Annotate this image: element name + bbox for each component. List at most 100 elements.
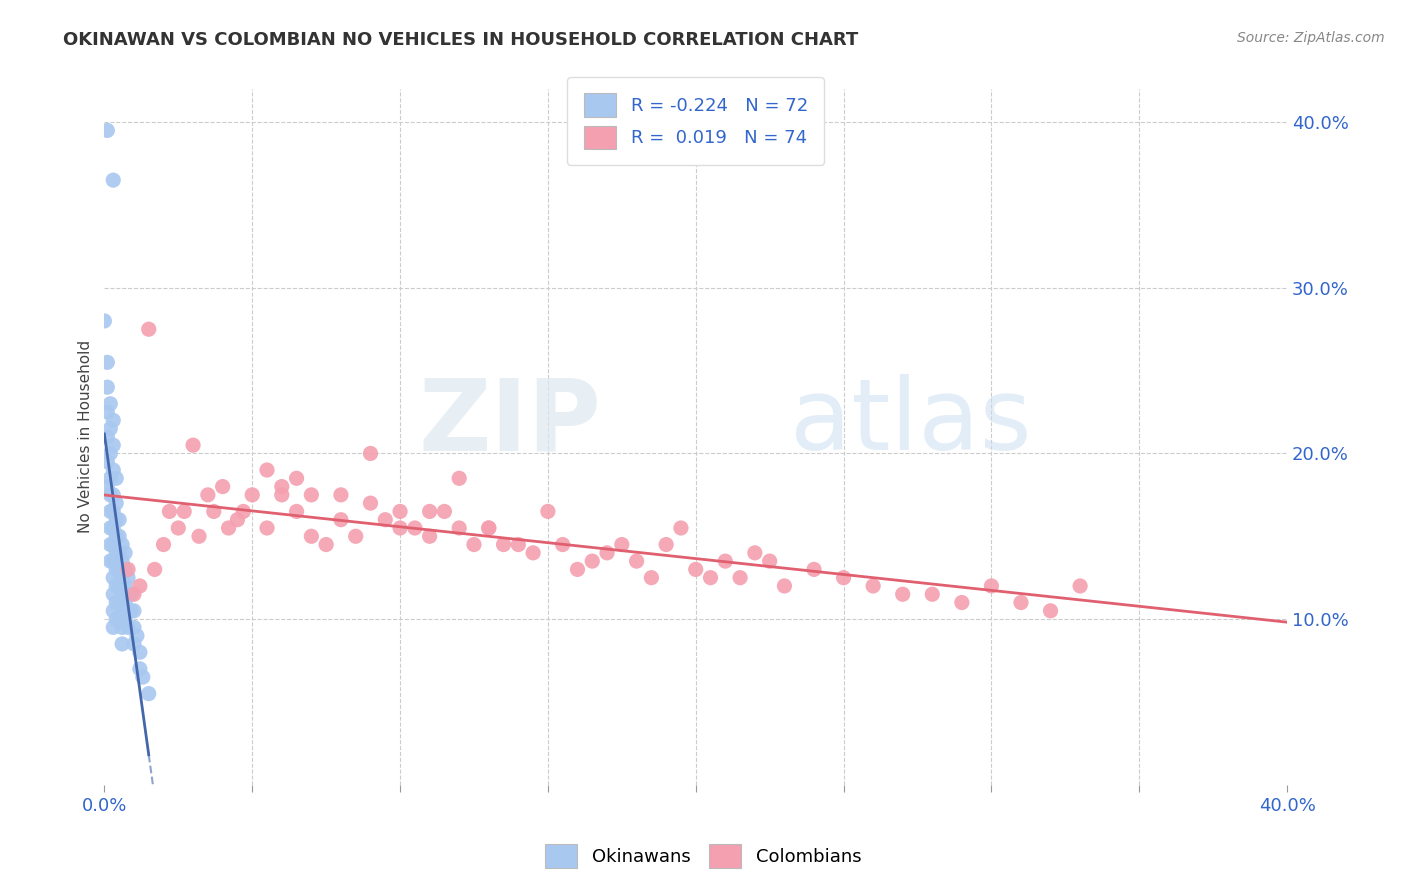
Point (120, 604, 142, 618)
Point (96, 430, 118, 444)
Point (105, 496, 128, 510)
Point (270, 479, 292, 493)
Point (105, 471, 128, 485)
Point (404, 521, 426, 535)
Point (419, 504, 441, 518)
Point (1010, 595, 1032, 609)
Point (108, 546, 131, 560)
Point (299, 488, 322, 502)
Point (128, 645, 150, 659)
Text: ZIP: ZIP (418, 375, 602, 472)
Point (143, 562, 166, 576)
Point (640, 571, 662, 585)
Point (105, 595, 128, 609)
Point (138, 322, 160, 336)
Point (120, 587, 142, 601)
Point (98, 421, 121, 435)
Point (596, 546, 619, 560)
Point (714, 554, 737, 568)
Point (197, 488, 219, 502)
Point (105, 579, 128, 593)
Point (105, 546, 128, 560)
Point (108, 529, 131, 543)
Point (256, 521, 278, 535)
Point (103, 504, 125, 518)
Point (122, 604, 145, 618)
Point (299, 529, 322, 543)
Point (103, 537, 125, 551)
Point (537, 504, 560, 518)
Point (950, 595, 973, 609)
Point (111, 637, 134, 651)
Point (218, 521, 240, 535)
Point (114, 546, 136, 560)
Point (103, 554, 125, 568)
Point (103, 521, 125, 535)
Point (128, 662, 150, 676)
Point (98, 504, 121, 518)
Point (117, 571, 139, 585)
Point (270, 488, 292, 502)
Legend: Okinawans, Colombians: Okinawans, Colombians (534, 834, 872, 879)
Point (449, 521, 471, 535)
Point (108, 579, 131, 593)
Point (862, 579, 884, 593)
Point (98, 397, 121, 411)
Point (111, 571, 134, 585)
Point (108, 513, 131, 527)
Point (103, 604, 125, 618)
Point (803, 562, 825, 576)
Point (98, 446, 121, 460)
Point (226, 513, 249, 527)
Point (699, 571, 721, 585)
Point (138, 687, 160, 701)
Point (117, 620, 139, 634)
Point (449, 471, 471, 485)
Point (108, 562, 131, 576)
Point (96, 123, 118, 137)
Text: Source: ZipAtlas.com: Source: ZipAtlas.com (1237, 31, 1385, 45)
Point (122, 620, 145, 634)
Point (96, 405, 118, 419)
Point (329, 513, 352, 527)
Point (433, 504, 456, 518)
Point (581, 554, 603, 568)
Point (728, 571, 751, 585)
Point (567, 562, 589, 576)
Point (98, 554, 121, 568)
Text: OKINAWAN VS COLOMBIAN NO VEHICLES IN HOUSEHOLD CORRELATION CHART: OKINAWAN VS COLOMBIAN NO VEHICLES IN HOU… (63, 31, 859, 49)
Point (103, 587, 125, 601)
Point (96, 355, 118, 369)
Point (181, 438, 204, 452)
Point (232, 504, 254, 518)
Point (98, 488, 121, 502)
Point (389, 521, 412, 535)
Point (478, 521, 501, 535)
Point (344, 529, 367, 543)
Point (114, 579, 136, 593)
Legend: R = -0.224   N = 72, R =  0.019   N = 74: R = -0.224 N = 72, R = 0.019 N = 74 (568, 78, 824, 165)
Point (202, 504, 225, 518)
Point (551, 537, 574, 551)
Point (508, 537, 530, 551)
Point (96, 479, 118, 493)
Point (103, 413, 125, 427)
Point (96, 455, 118, 469)
Point (980, 579, 1002, 593)
Point (103, 571, 125, 585)
Point (98, 537, 121, 551)
Point (685, 562, 707, 576)
Point (773, 579, 796, 593)
Point (105, 562, 128, 576)
Point (122, 587, 145, 601)
Point (159, 504, 181, 518)
Point (360, 496, 382, 510)
Point (492, 537, 515, 551)
Point (832, 571, 855, 585)
Point (389, 504, 412, 518)
Y-axis label: No Vehicles in Household: No Vehicles in Household (79, 341, 93, 533)
Point (188, 529, 211, 543)
Point (117, 587, 139, 601)
Point (103, 463, 125, 477)
Point (103, 438, 125, 452)
